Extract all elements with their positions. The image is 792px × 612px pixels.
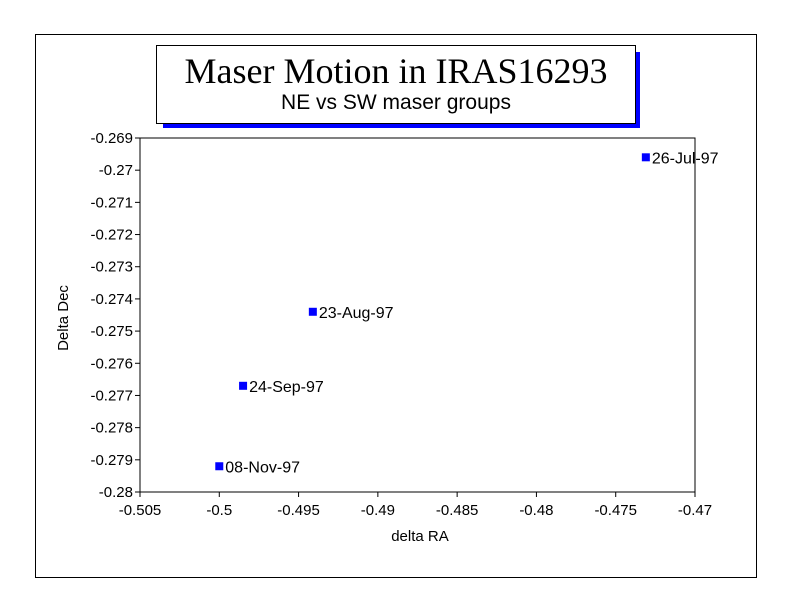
x-tick-label: -0.475	[594, 502, 637, 519]
y-tick-label: -0.279	[90, 452, 133, 469]
y-tick-label: -0.269	[90, 130, 133, 147]
y-tick-label: -0.271	[90, 194, 133, 211]
x-axis-label: delta RA	[391, 528, 449, 545]
y-axis: -0.269 -0.27 -0.271 -0.272 -0.273 -0.274 -0.27…	[90, 130, 140, 501]
y-tick-label: -0.27	[99, 162, 133, 179]
y-tick-label: -0.272	[90, 227, 133, 244]
y-axis-label: Delta Dec	[55, 285, 72, 351]
y-tick-label: -0.28	[99, 484, 133, 501]
x-tick-label: -0.5	[206, 502, 232, 519]
x-axis: -0.505 -0.5 -0.495 -0.49 -0.485 -0.48 -0.475 -0…	[119, 492, 712, 519]
y-tick-label: -0.275	[90, 323, 133, 340]
x-tick-label: -0.47	[678, 502, 712, 519]
x-tick-label: -0.505	[119, 502, 162, 519]
y-tick-label: -0.273	[90, 259, 133, 276]
x-tick-label: -0.49	[361, 502, 395, 519]
x-tick-label: -0.485	[436, 502, 479, 519]
title-box: Maser Motion in IRAS16293 NE vs SW maser…	[156, 45, 636, 124]
data-point	[308, 307, 317, 316]
data-point-label: 24-Sep-97	[249, 379, 324, 396]
x-tick-label: -0.48	[519, 502, 553, 519]
plot-area	[139, 137, 696, 493]
y-tick-label: -0.277	[90, 387, 133, 404]
data-point-label: 23-Aug-97	[319, 305, 394, 322]
chart-subtitle: NE vs SW maser groups	[281, 91, 511, 114]
y-tick-label: -0.276	[90, 355, 133, 372]
data-point	[641, 153, 650, 162]
figure-frame	[35, 34, 757, 578]
data-points: 26-Jul-97 23-Aug-97 24-Sep-97 08-Nov-97	[215, 150, 719, 476]
data-point-label: 26-Jul-97	[652, 150, 719, 167]
y-tick-label: -0.274	[90, 291, 133, 308]
data-point	[215, 462, 224, 471]
chart-title: Maser Motion in IRAS16293	[184, 51, 608, 91]
data-point	[239, 381, 248, 390]
y-tick-label: -0.278	[90, 420, 133, 437]
data-point-label: 08-Nov-97	[225, 459, 300, 476]
x-tick-label: -0.495	[277, 502, 320, 519]
